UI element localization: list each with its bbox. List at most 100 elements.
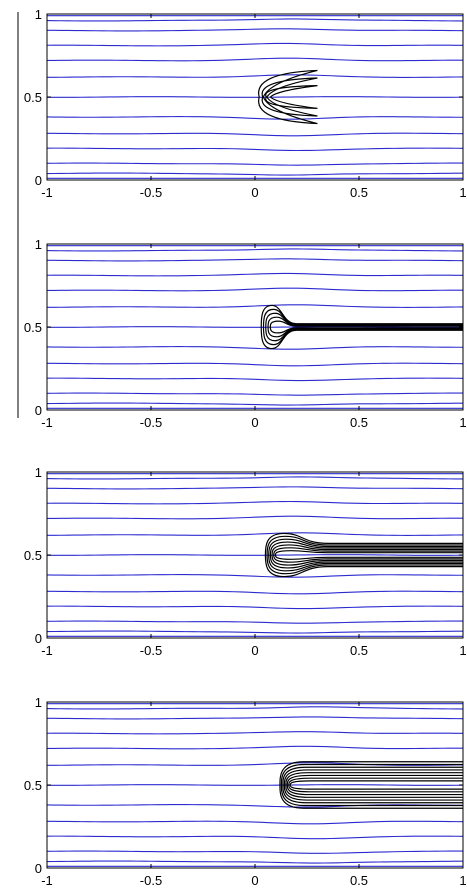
streamline bbox=[47, 784, 463, 786]
streamline bbox=[47, 590, 463, 595]
streamline bbox=[47, 804, 463, 808]
streamline bbox=[47, 116, 463, 120]
streamline bbox=[47, 326, 463, 328]
y-tick-label: 1 bbox=[35, 237, 42, 252]
streamline bbox=[47, 554, 463, 556]
streamline bbox=[47, 476, 463, 480]
concentration-contour bbox=[283, 769, 463, 801]
streamline bbox=[47, 860, 463, 864]
concentration-contour bbox=[258, 69, 318, 125]
streamline bbox=[47, 820, 463, 825]
concentration-contour bbox=[273, 547, 463, 563]
streamline bbox=[47, 630, 463, 634]
x-tick-label: -0.5 bbox=[140, 643, 162, 658]
x-tick-label: 1 bbox=[459, 185, 466, 200]
plot-area bbox=[47, 473, 463, 637]
concentration-contour bbox=[265, 312, 463, 342]
concentration-contour bbox=[282, 766, 463, 804]
x-tick-label: 0 bbox=[251, 415, 258, 430]
panel-4: -1 -0.5 0 0.5 1 0 0.5 1 bbox=[24, 695, 467, 888]
x-tick-label: 1 bbox=[459, 873, 466, 888]
x-tick-label: -0.5 bbox=[140, 415, 162, 430]
concentration-contour bbox=[269, 541, 463, 569]
streamline bbox=[47, 362, 463, 367]
streamline bbox=[47, 574, 463, 578]
x-tick-label: 1 bbox=[459, 415, 466, 430]
streamline bbox=[47, 850, 463, 854]
concentration-contour bbox=[266, 535, 463, 575]
concentration-contour bbox=[274, 550, 463, 560]
concentration-contour bbox=[286, 774, 463, 796]
x-tick-label: -1 bbox=[41, 185, 53, 200]
concentration-contour bbox=[261, 77, 318, 117]
y-tick-label: 1 bbox=[35, 7, 42, 22]
plot-area bbox=[47, 703, 463, 867]
streamline bbox=[47, 835, 463, 840]
streamline bbox=[47, 304, 463, 308]
concentration-contour bbox=[279, 761, 463, 809]
x-tick-label: 1 bbox=[459, 643, 466, 658]
streamline bbox=[47, 402, 463, 406]
streamline bbox=[47, 96, 463, 98]
panel-1: -1 -0.5 0 0.5 1 0 0.5 1 bbox=[24, 7, 467, 200]
concentration-contour bbox=[285, 772, 463, 798]
streamline bbox=[47, 172, 463, 176]
x-tick-label: 0.5 bbox=[350, 415, 368, 430]
streamline bbox=[47, 500, 463, 505]
y-tick-label: 0.5 bbox=[24, 778, 42, 793]
streamline bbox=[47, 57, 463, 62]
streamline bbox=[47, 162, 463, 166]
plot-area bbox=[47, 245, 463, 409]
panel-2: -1 -0.5 0 0.5 1 0 0.5 1 bbox=[24, 237, 467, 430]
y-tick-label: 1 bbox=[35, 465, 42, 480]
streamline bbox=[47, 620, 463, 624]
plot-area bbox=[47, 15, 463, 179]
concentration-contour bbox=[289, 780, 463, 790]
streamline bbox=[47, 716, 463, 720]
concentration-contour bbox=[271, 544, 463, 566]
streamline bbox=[47, 28, 463, 32]
concentration-contour bbox=[268, 538, 463, 572]
streamline bbox=[47, 248, 463, 252]
x-tick-label: 0 bbox=[251, 185, 258, 200]
y-tick-label: 0.5 bbox=[24, 548, 42, 563]
concentration-contour bbox=[260, 304, 463, 350]
streamline bbox=[47, 132, 463, 137]
streamline bbox=[47, 486, 463, 490]
concentration-contour bbox=[265, 85, 318, 109]
y-tick-label: 0 bbox=[35, 631, 42, 646]
streamline bbox=[47, 258, 463, 262]
x-tick-label: 0 bbox=[251, 643, 258, 658]
concentration-contour bbox=[269, 320, 463, 334]
streamline bbox=[47, 745, 463, 750]
x-tick-label: -1 bbox=[41, 643, 53, 658]
streamline bbox=[47, 605, 463, 610]
y-tick-label: 0.5 bbox=[24, 320, 42, 335]
streamline bbox=[47, 346, 463, 350]
streamline bbox=[47, 515, 463, 520]
x-tick-label: 0.5 bbox=[350, 185, 368, 200]
streamline bbox=[47, 377, 463, 382]
streamline bbox=[47, 272, 463, 277]
x-tick-label: -0.5 bbox=[140, 873, 162, 888]
streamline bbox=[47, 287, 463, 292]
concentration-contour bbox=[264, 532, 463, 578]
streamline bbox=[47, 147, 463, 152]
streamline bbox=[47, 762, 463, 766]
streamline bbox=[47, 392, 463, 396]
streamline bbox=[47, 42, 463, 47]
streamline bbox=[47, 18, 463, 22]
concentration-contour bbox=[288, 777, 463, 793]
concentration-contour bbox=[267, 316, 463, 338]
panel-3: -1 -0.5 0 0.5 1 0 0.5 1 bbox=[24, 465, 467, 658]
streamline bbox=[47, 532, 463, 536]
x-tick-label: -1 bbox=[41, 415, 53, 430]
x-tick-label: 0.5 bbox=[350, 643, 368, 658]
concentration-contour bbox=[262, 308, 463, 346]
streamline bbox=[47, 74, 463, 78]
y-tick-label: 0 bbox=[35, 861, 42, 876]
concentration-contour bbox=[280, 763, 463, 807]
y-tick-label: 0.5 bbox=[24, 90, 42, 105]
x-tick-label: 0.5 bbox=[350, 873, 368, 888]
